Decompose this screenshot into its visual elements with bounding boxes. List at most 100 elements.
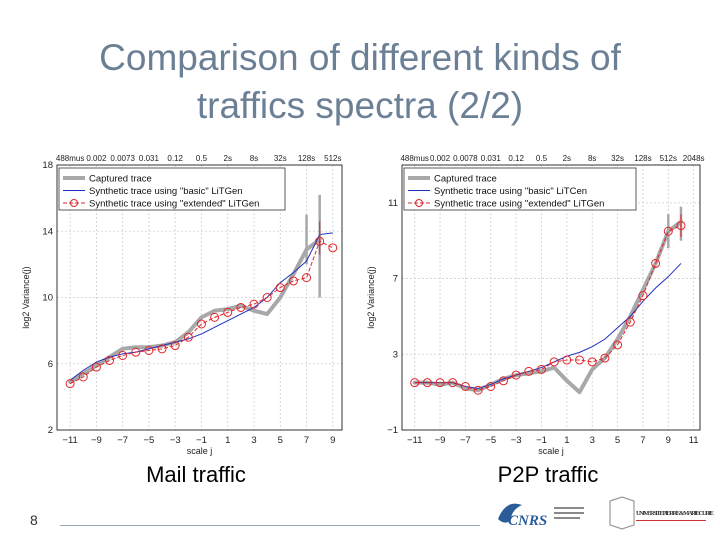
top-tick-label: 128s bbox=[634, 154, 651, 163]
y-tick-label: 2 bbox=[48, 425, 53, 436]
extended-trace-point bbox=[118, 350, 128, 360]
extended-trace-point bbox=[78, 372, 88, 382]
y-axis-label: log2 Variance(j) bbox=[366, 266, 376, 328]
x-tick-label: 9 bbox=[330, 435, 335, 446]
top-tick-label: 8s bbox=[250, 154, 258, 163]
x-tick-label: 11 bbox=[689, 435, 699, 446]
top-tick-label: 0.0078 bbox=[453, 154, 478, 163]
top-tick-label: 512s bbox=[324, 154, 341, 163]
p2p-traffic-caption: P2P traffic bbox=[497, 462, 599, 487]
legend-entry: Captured trace bbox=[434, 174, 497, 185]
legend-entry: Captured trace bbox=[89, 174, 152, 185]
footer-divider bbox=[60, 525, 480, 526]
top-tick-label: 0.031 bbox=[481, 154, 502, 163]
y-tick-label: 18 bbox=[42, 160, 53, 171]
mail-traffic-caption: Mail traffic bbox=[146, 462, 246, 487]
top-tick-label: 0.002 bbox=[86, 154, 107, 163]
top-tick-label: 128s bbox=[298, 154, 315, 163]
x-tick-label: 1 bbox=[564, 435, 569, 446]
x-tick-label: −7 bbox=[117, 435, 128, 446]
title-line-1: Comparison of different kinds of bbox=[99, 37, 621, 78]
extended-trace-point bbox=[435, 378, 445, 388]
x-tick-label: −9 bbox=[91, 435, 102, 446]
extended-trace-point bbox=[105, 355, 115, 365]
x-tick-label: −11 bbox=[407, 435, 422, 446]
y-tick-label: −1 bbox=[387, 425, 398, 436]
extended-trace-point bbox=[302, 273, 312, 283]
extended-trace-point bbox=[448, 378, 458, 388]
extended-trace-point bbox=[157, 344, 167, 354]
x-tick-label: −9 bbox=[435, 435, 446, 446]
extended-trace-point bbox=[422, 378, 432, 388]
top-tick-label: 488mus bbox=[400, 154, 428, 163]
extended-trace-point bbox=[288, 276, 298, 286]
slide-number: 8 bbox=[30, 512, 38, 528]
x-axis-label: scale j bbox=[187, 446, 213, 456]
extended-trace-point bbox=[575, 355, 585, 365]
extended-trace-point bbox=[249, 299, 259, 309]
slide-title: Comparison of different kinds of traffic… bbox=[0, 34, 720, 130]
extended-trace-point bbox=[511, 370, 521, 380]
y-tick-label: 6 bbox=[48, 359, 53, 370]
extended-trace-line bbox=[414, 225, 682, 391]
y-tick-label: 14 bbox=[42, 226, 53, 237]
captured-trace-line bbox=[412, 219, 683, 395]
top-tick-label: 32s bbox=[274, 154, 287, 163]
extended-trace-point bbox=[498, 376, 508, 386]
extended-trace-point bbox=[131, 347, 141, 357]
extended-trace-point bbox=[562, 355, 572, 365]
plot-frame bbox=[56, 164, 343, 431]
legend-entry: Synthetic trace using "extended" LiTGen bbox=[434, 199, 604, 210]
chart-data-1-series-2 bbox=[410, 214, 686, 395]
extended-trace-point bbox=[651, 258, 661, 268]
extended-trace-point bbox=[587, 357, 597, 367]
x-tick-label: 3 bbox=[251, 435, 256, 446]
extended-trace-point bbox=[65, 379, 75, 389]
extended-trace-point bbox=[183, 332, 193, 342]
cnrs-logo-text: CNRS bbox=[508, 513, 547, 529]
extended-trace-point bbox=[600, 353, 610, 363]
extended-trace-point bbox=[91, 362, 101, 372]
top-tick-label: 488mus bbox=[56, 154, 84, 163]
top-tick-label: 0.031 bbox=[139, 154, 160, 163]
extended-trace-point bbox=[328, 243, 338, 253]
y-tick-label: 7 bbox=[393, 274, 398, 285]
cnrs-logo: CNRS bbox=[498, 503, 584, 529]
basic-trace-line bbox=[69, 232, 333, 381]
extended-trace-point bbox=[144, 346, 154, 355]
extended-trace-point bbox=[638, 291, 648, 301]
y-axis-label: log2 Variance(j) bbox=[21, 266, 31, 328]
top-tick-label: 0.5 bbox=[196, 154, 208, 163]
extended-trace-point bbox=[275, 283, 285, 293]
y-tick-label: 10 bbox=[42, 293, 53, 304]
extended-trace-point bbox=[549, 357, 559, 367]
legend-entry: Synthetic trace using "basic" LiTGen bbox=[89, 186, 243, 197]
legend-marker-extended bbox=[70, 199, 78, 207]
extended-trace-point bbox=[315, 236, 325, 246]
upmc-logo: UNIVERSITE PIERRE & MARIE CURIE bbox=[609, 496, 714, 530]
x-tick-label: 5 bbox=[615, 435, 620, 446]
x-tick-label: 7 bbox=[640, 435, 645, 446]
x-tick-label: −5 bbox=[144, 435, 155, 446]
extended-trace-point bbox=[236, 302, 246, 312]
x-tick-label: −7 bbox=[460, 435, 471, 446]
extended-trace-point bbox=[410, 378, 420, 388]
title-line-2: traffics spectra (2/2) bbox=[196, 85, 524, 126]
legend-marker-extended bbox=[415, 199, 423, 207]
extended-trace-point bbox=[676, 221, 686, 231]
extended-trace-point bbox=[223, 307, 233, 317]
extended-trace-point bbox=[473, 385, 483, 395]
extended-trace-point bbox=[625, 317, 635, 327]
x-tick-label: −5 bbox=[485, 435, 496, 446]
x-tick-label: −3 bbox=[170, 435, 181, 446]
x-tick-label: −1 bbox=[196, 435, 207, 446]
y-tick-label: 11 bbox=[388, 198, 398, 209]
legend-box bbox=[58, 167, 286, 211]
extended-trace-point bbox=[524, 366, 534, 376]
y-tick-label: 3 bbox=[393, 349, 398, 360]
upmc-logo-text: UNIVERSITE PIERRE & MARIE CURIE bbox=[636, 510, 714, 517]
x-tick-label: 5 bbox=[278, 435, 283, 446]
extended-trace-point bbox=[262, 293, 272, 302]
